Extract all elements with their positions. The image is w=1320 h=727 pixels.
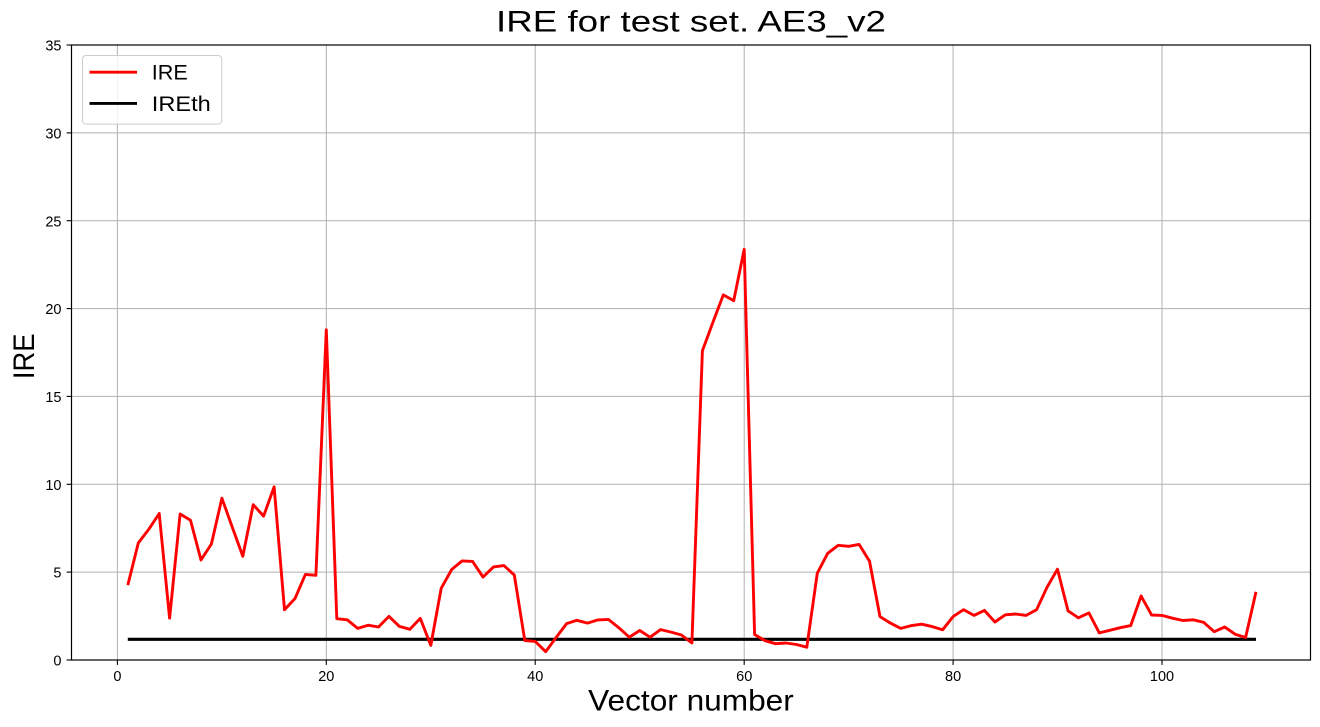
svg-text:100: 100 <box>1150 669 1174 685</box>
svg-text:35: 35 <box>45 39 61 55</box>
svg-text:80: 80 <box>945 669 961 685</box>
svg-text:20: 20 <box>318 669 334 685</box>
svg-text:25: 25 <box>45 214 61 230</box>
svg-text:5: 5 <box>53 566 61 582</box>
svg-text:IRE for test set. AE3_v2: IRE for test set. AE3_v2 <box>496 6 886 39</box>
svg-text:20: 20 <box>45 302 61 318</box>
svg-text:IREth: IREth <box>152 92 211 116</box>
svg-text:10: 10 <box>45 478 61 494</box>
svg-text:30: 30 <box>45 127 61 143</box>
svg-text:15: 15 <box>45 390 61 406</box>
svg-text:0: 0 <box>113 669 121 685</box>
svg-text:40: 40 <box>527 669 543 685</box>
svg-text:60: 60 <box>736 669 752 685</box>
svg-text:0: 0 <box>53 654 61 670</box>
svg-text:Vector number: Vector number <box>588 685 794 718</box>
svg-text:IRE: IRE <box>152 61 188 85</box>
svg-text:IRE: IRE <box>8 333 41 379</box>
